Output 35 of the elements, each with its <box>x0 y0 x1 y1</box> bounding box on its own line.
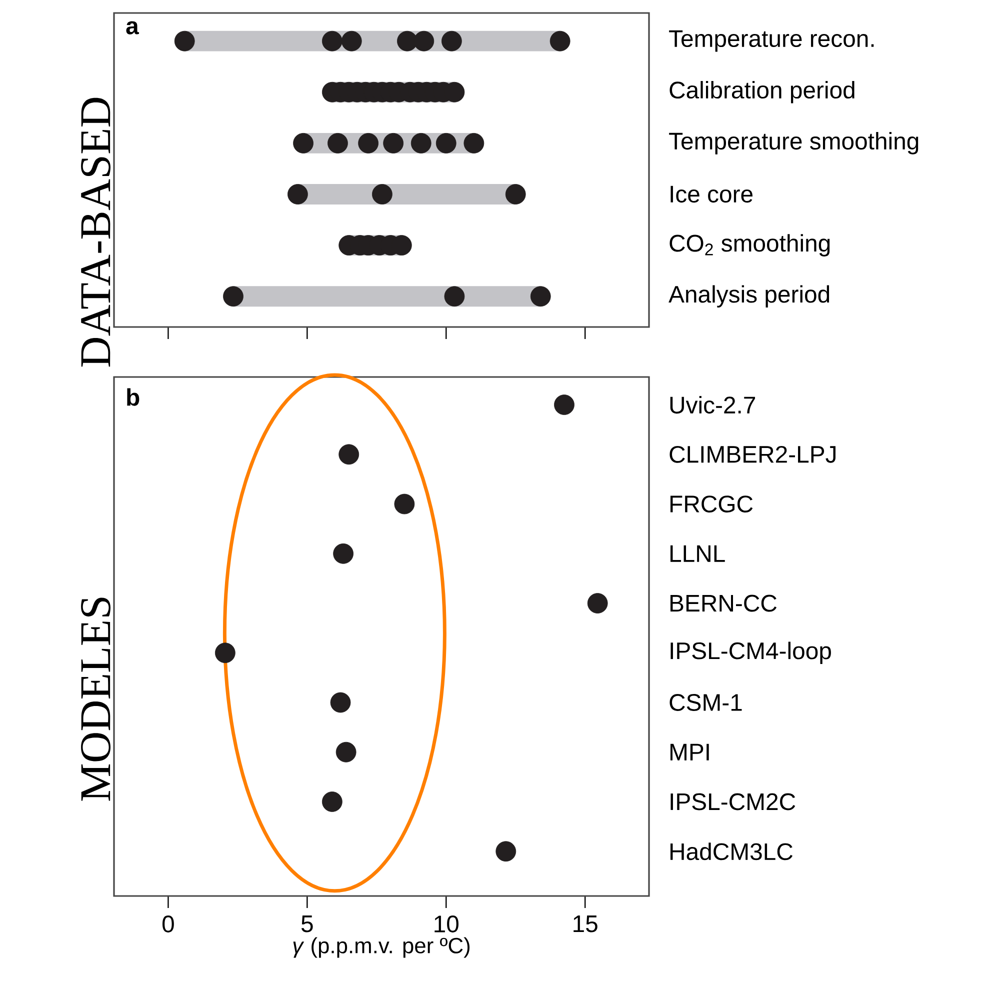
y-tick-label: CSM-1 <box>670 694 742 711</box>
point <box>394 494 415 514</box>
x-tick-label: 5 <box>301 916 313 932</box>
y-tick-label: Analysis period <box>668 285 830 308</box>
y-tick-label: CLIMBER2-LPJ <box>670 446 836 463</box>
y-axis-title: MODELES <box>81 598 110 801</box>
x-axis-title: γ (p.p.m.v. per ºC) <box>293 937 470 958</box>
y-tick-label: IPSL-CM4-loop <box>670 642 831 664</box>
x-tick-label: 0 <box>162 916 174 932</box>
x-tick-label: 15 <box>574 916 598 932</box>
y-tick-label: Temperature smoothing <box>669 132 918 154</box>
y-tick-label: IPSL-CM2C <box>670 793 796 810</box>
point <box>338 444 360 465</box>
point <box>333 543 354 564</box>
y-tick-label: FRCGC <box>670 496 753 512</box>
y-tick-label: HadCM3LC <box>670 842 793 860</box>
y-tick-label: Uvic-2.7 <box>670 396 756 414</box>
y-tick-label: BERN-CC <box>670 594 777 612</box>
y-tick-label: MPI <box>670 744 709 760</box>
x-tick-label: 10 <box>434 916 458 932</box>
y-axis-title: DATA-BASED <box>81 98 110 367</box>
point <box>330 692 351 713</box>
point <box>554 394 574 415</box>
point <box>496 841 516 862</box>
y-tick-label: LLNL <box>670 545 725 562</box>
y-tick-label: Calibration period <box>670 80 854 104</box>
y-tick-label: Temperature recon. <box>669 30 874 52</box>
point <box>214 642 236 664</box>
y-tick-label: CO$_{2}$ smoothing <box>670 234 830 256</box>
y-tick-label: Ice core <box>670 186 752 203</box>
annotation: a <box>126 21 139 34</box>
point <box>336 742 356 762</box>
point <box>587 593 608 614</box>
annotation: b <box>127 388 140 406</box>
point <box>322 792 342 812</box>
